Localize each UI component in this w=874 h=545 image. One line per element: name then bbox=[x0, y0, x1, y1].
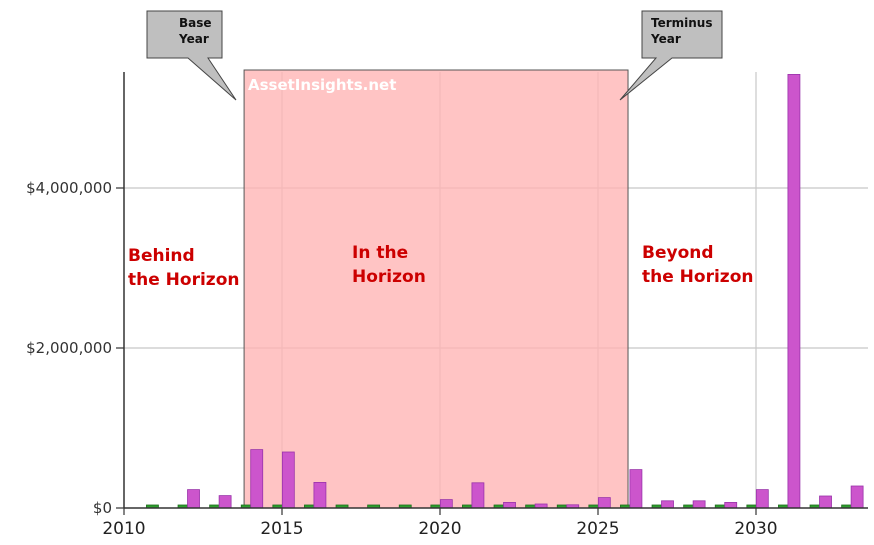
shade-layer bbox=[243, 69, 629, 509]
bar bbox=[692, 500, 706, 509]
bar bbox=[850, 485, 864, 509]
x-tick-label: 2015 bbox=[260, 519, 303, 539]
bar bbox=[503, 501, 516, 509]
bar bbox=[597, 497, 611, 509]
horizon-shaded-region bbox=[243, 69, 629, 509]
bar bbox=[819, 495, 832, 509]
behind-horizon-line-2: the Horizon bbox=[128, 270, 239, 290]
bars-layer bbox=[146, 74, 864, 509]
x-tick-layer: 2010 2015 2020 2025 2030 bbox=[102, 508, 778, 539]
in-horizon-line-2: Horizon bbox=[352, 267, 426, 287]
in-horizon-line-1: In the bbox=[352, 243, 408, 263]
x-tick-label: 2030 bbox=[734, 519, 777, 539]
bar bbox=[629, 469, 643, 509]
terminus-year-callout: Terminus Year bbox=[619, 10, 723, 101]
base-year-label-line-1: Base bbox=[179, 16, 212, 30]
bar bbox=[250, 449, 264, 509]
x-tick-label: 2025 bbox=[576, 519, 619, 539]
x-tick-label: 2010 bbox=[102, 519, 145, 539]
bar bbox=[439, 499, 453, 509]
terminus-year-label-line-1: Terminus bbox=[651, 16, 713, 30]
y-tick-label: $2,000,000 bbox=[26, 339, 112, 357]
bar bbox=[281, 451, 295, 509]
bar bbox=[471, 482, 485, 509]
base-year-callout-box bbox=[146, 10, 237, 101]
y-tick-label: $0 bbox=[93, 499, 112, 517]
y-tick-layer: $0 $2,000,000 $4,000,000 bbox=[26, 179, 124, 517]
behind-horizon-line-1: Behind bbox=[128, 246, 195, 266]
terminus-year-callout-box bbox=[619, 10, 723, 101]
bar bbox=[218, 495, 232, 509]
base-year-label-line-2: Year bbox=[178, 32, 209, 46]
beyond-horizon-line-1: Beyond bbox=[642, 243, 714, 263]
terminus-year-label-line-2: Year bbox=[650, 32, 681, 46]
bar bbox=[755, 489, 769, 509]
bar bbox=[187, 489, 200, 509]
bar bbox=[661, 500, 674, 509]
bar bbox=[313, 481, 327, 509]
bar bbox=[724, 501, 738, 509]
bar bbox=[787, 74, 801, 509]
beyond-horizon-line-2: the Horizon bbox=[642, 267, 753, 287]
y-tick-label: $4,000,000 bbox=[26, 179, 112, 197]
base-year-callout: Base Year bbox=[146, 10, 237, 101]
watermark-text: AssetInsights.net bbox=[248, 76, 396, 94]
axes-layer bbox=[123, 72, 868, 509]
x-tick-label: 2020 bbox=[418, 519, 461, 539]
